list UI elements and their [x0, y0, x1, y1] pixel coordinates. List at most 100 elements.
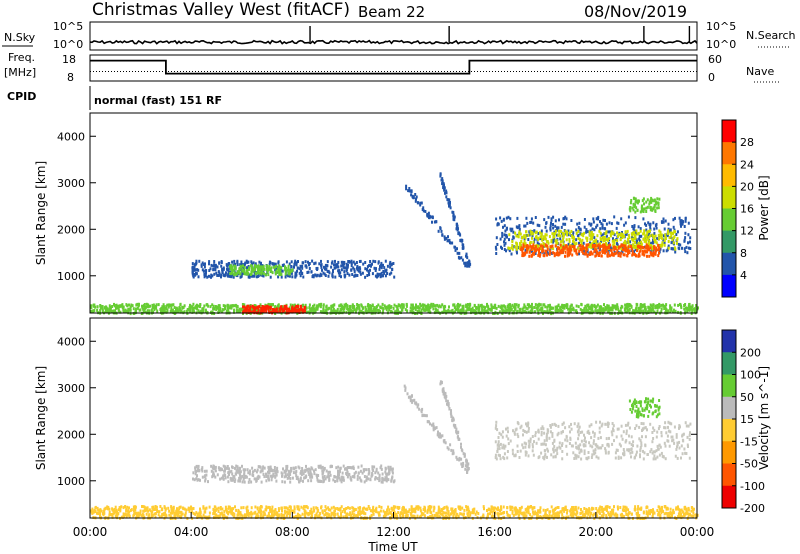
velocity-band-2-cell — [351, 510, 354, 514]
power-band-3-cell — [556, 241, 559, 245]
power-band-5-cell — [584, 304, 587, 308]
power-band-5-cell — [138, 308, 141, 312]
power-band-4-cell — [648, 254, 651, 258]
power-band-3-cell — [507, 246, 510, 250]
velocity-band-0-cell — [339, 478, 342, 482]
power-band-5-cell — [551, 306, 553, 310]
velocity-band-0-cell — [376, 477, 379, 481]
power-band-2-cell — [684, 217, 687, 221]
power-band-0-cell — [200, 264, 203, 268]
velocity-band-1-cell — [588, 441, 591, 445]
power-band-7-cell — [634, 210, 637, 214]
power-colorbar-swatch-3 — [722, 186, 736, 209]
power-band-0-cell — [212, 268, 215, 272]
velocity-band-0-cell — [231, 466, 234, 469]
power-band-2-cell — [585, 228, 588, 232]
velocity-band-1-cell — [628, 441, 631, 445]
power-band-5-cell — [575, 304, 578, 308]
power-band-2-cell — [609, 245, 612, 249]
power-band-5-cell — [603, 308, 606, 312]
velocity-band-2-cell — [497, 506, 499, 510]
power-band-0-cell — [250, 262, 253, 266]
power-band-3-cell — [552, 232, 555, 236]
velocity-band-0-cell — [302, 479, 304, 483]
power-band-2-cell — [583, 225, 586, 229]
power-band-6-cell — [303, 309, 306, 313]
power-band-0-cell — [306, 271, 309, 274]
power-band-5-cell — [674, 309, 677, 313]
power-band-3-cell — [573, 241, 576, 245]
power-band-5-cell — [415, 305, 417, 309]
power-band-5-cell — [538, 302, 541, 306]
power-band-3-cell — [621, 233, 624, 237]
power-band-3-cell — [642, 232, 645, 236]
power-band-4-cell — [651, 252, 654, 256]
power-band-4-cell — [608, 244, 610, 248]
velocity-band-0-cell — [350, 466, 353, 470]
power-streak-0-cell — [459, 233, 462, 237]
power-band-0-cell — [350, 259, 353, 263]
power-band-2-cell — [678, 247, 681, 251]
power-band-5-cell — [131, 304, 134, 308]
power-band-0-cell — [342, 260, 345, 264]
velocity-band-0-cell — [301, 467, 304, 470]
velocity-band-0-cell — [380, 464, 383, 468]
frequency-panel — [90, 59, 697, 75]
velocity-band-1-cell — [651, 431, 654, 434]
power-band-2-cell — [634, 229, 637, 233]
power-band-0-cell — [368, 272, 370, 276]
power-band-2-cell — [613, 215, 616, 219]
power-band-4-cell — [538, 248, 540, 252]
velocity-band-1-cell — [685, 452, 688, 455]
power-band-0-cell — [220, 275, 222, 279]
power-band-2-cell — [585, 230, 588, 234]
power-band-0-cell — [373, 266, 376, 270]
velocity-band-0-cell — [288, 470, 291, 474]
velocity-band-0-cell — [365, 475, 368, 479]
power-band-2-cell — [549, 226, 552, 230]
power-band-5-cell — [623, 308, 626, 312]
power-band-5-cell — [656, 310, 659, 313]
velocity-band-1-cell — [617, 456, 620, 460]
power-band-3-cell — [610, 230, 613, 234]
velocity-band-1-cell — [660, 434, 663, 438]
power-band-5-cell — [178, 308, 181, 312]
power-streak-0-cell — [449, 201, 451, 204]
power-band-5-cell — [525, 310, 528, 314]
power-band-5-cell — [309, 307, 312, 311]
power-band-1-cell — [235, 272, 238, 276]
power-band-5-cell — [156, 309, 159, 313]
power-band-5-cell — [625, 306, 627, 310]
date-label: 08/Nov/2019 — [584, 2, 687, 21]
velocity-band-0-cell — [338, 469, 341, 473]
power-band-2-cell — [678, 216, 681, 220]
power-band-5-cell — [388, 308, 391, 312]
velocity-band-1-cell — [612, 424, 615, 428]
power-band-0-cell — [354, 273, 357, 277]
velocity-band-0-cell — [305, 464, 307, 468]
power-streak-1-cell — [431, 216, 434, 220]
power-colorbar-tick-label-0: 28 — [740, 136, 754, 149]
power-band-1-cell — [278, 270, 281, 274]
velocity-band-0-cell — [328, 470, 331, 474]
power-band-5-cell — [120, 304, 123, 308]
power-streak-1-cell — [456, 247, 458, 251]
power-band-0-cell — [358, 260, 361, 263]
velocity-band-0-cell — [226, 466, 228, 470]
power-streak-1-cell — [440, 229, 443, 233]
velocity-band-2-cell — [124, 505, 127, 508]
power-band-5-cell — [547, 304, 550, 308]
velocity-band-0-cell — [329, 473, 332, 477]
power-band-0-cell — [232, 275, 235, 279]
power-band-5-cell — [175, 309, 178, 312]
power-band-5-cell — [110, 309, 113, 313]
power-band-5-cell — [436, 310, 438, 314]
velocity-band-1-cell — [675, 433, 678, 437]
velocity-band-2-cell — [583, 507, 586, 510]
velocity-band-0-cell — [201, 469, 204, 473]
velocity-band-1-cell — [591, 445, 594, 449]
velocity-band-1-cell — [517, 435, 520, 439]
power-band-5-cell — [170, 309, 173, 313]
power-band-5-cell — [511, 303, 514, 307]
power-band-3-cell — [599, 231, 602, 235]
